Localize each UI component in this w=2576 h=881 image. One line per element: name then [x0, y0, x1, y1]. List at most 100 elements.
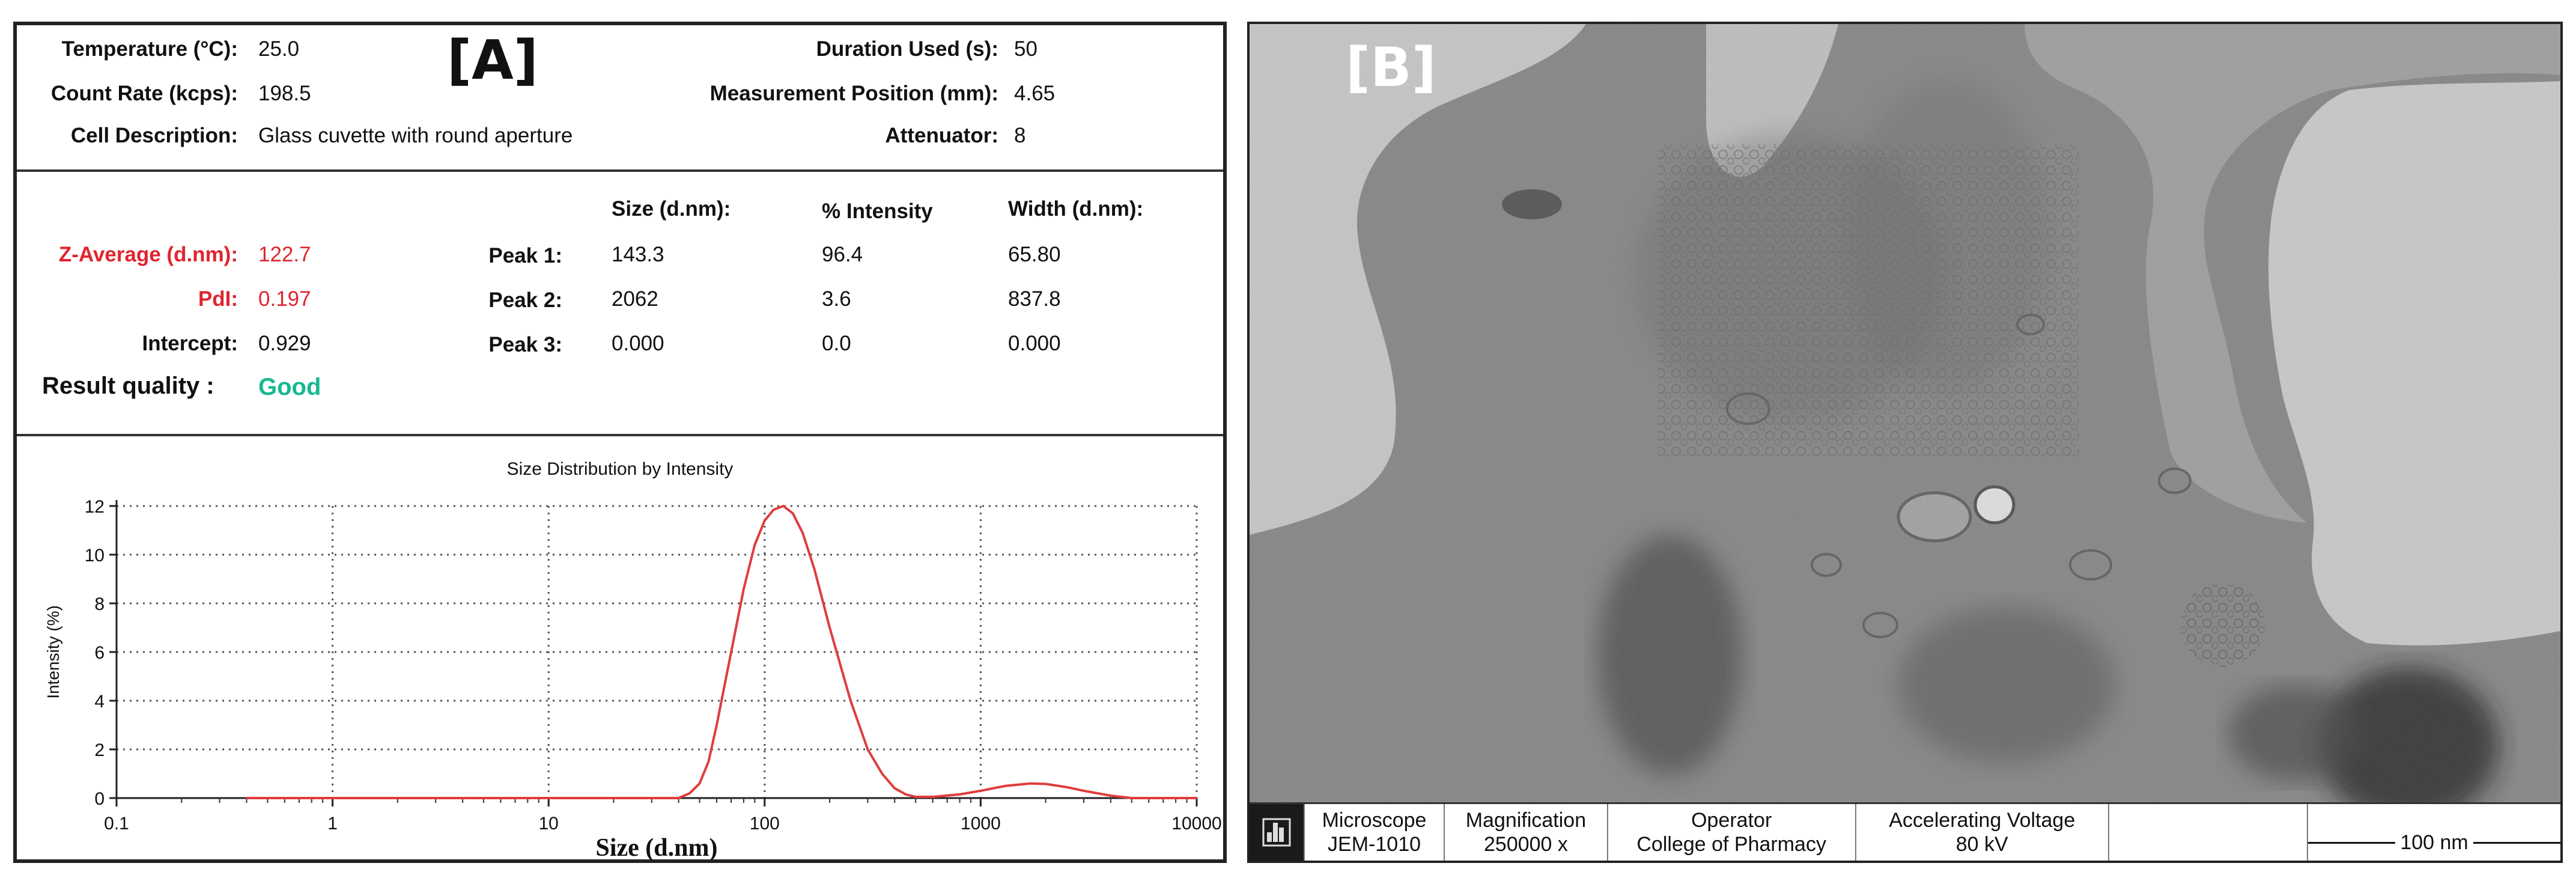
result-quality-label: Result quality :: [42, 373, 214, 399]
voltage-label: Accelerating Voltage: [1889, 809, 2076, 832]
data-point: [932, 796, 934, 798]
data-point: [246, 797, 248, 799]
data-point: [715, 724, 718, 726]
x-tick-label: 100: [750, 814, 780, 834]
data-point: [782, 505, 785, 507]
magnification-value: 250000 x: [1484, 833, 1568, 856]
data-point: [1131, 797, 1133, 799]
peak-3-size: 0.000: [612, 332, 664, 355]
intercept-value: 0.929: [258, 332, 311, 355]
measurement-info: Temperature (°C): 25.0 Count Rate (kcps)…: [17, 25, 1223, 172]
scale-bar: 100 nm: [2308, 804, 2560, 861]
peak-3-intensity: 0.0: [822, 332, 851, 355]
data-point: [905, 793, 907, 796]
data-point: [914, 796, 917, 798]
measurement-position-value: 4.65: [1014, 82, 1056, 105]
magnification-cell: Magnification 250000 x: [1445, 804, 1608, 861]
data-point: [1004, 785, 1006, 787]
col-intensity-header: % Intensity: [822, 200, 933, 223]
panel-b-tag: [B]: [1346, 36, 1436, 99]
data-point: [828, 627, 831, 629]
x-tick-label: 1: [327, 814, 338, 834]
data-point: [1029, 782, 1031, 785]
data-point: [699, 782, 701, 785]
y-tick-label: 4: [94, 692, 105, 712]
scale-bar-label: 100 nm: [2400, 831, 2468, 854]
data-point: [792, 512, 794, 514]
panel-a: Temperature (°C): 25.0 Count Rate (kcps)…: [13, 22, 1227, 863]
data-point: [1083, 790, 1085, 792]
data-point: [764, 519, 766, 522]
attenuator-value: 8: [1014, 124, 1026, 147]
voltage-value: 80 kV: [1955, 833, 2008, 856]
data-point: [332, 797, 334, 799]
data-point: [547, 797, 550, 799]
pdi-label: PdI:: [198, 287, 238, 311]
y-tick-label: 2: [94, 740, 105, 760]
microscope-value: JEM-1010: [1328, 833, 1421, 856]
data-point: [881, 773, 883, 775]
z-average-value: 122.7: [258, 243, 311, 266]
peak-3-label: Peak 3:: [488, 333, 562, 356]
data-point: [1045, 783, 1047, 785]
x-tick-label: 10: [539, 814, 559, 834]
scale-bar-line-left: [2308, 841, 2396, 844]
peak-1-size: 143.3: [612, 243, 664, 266]
results-section: Size (d.nm): % Intensity Width (d.nm): Z…: [17, 169, 1223, 436]
data-point: [730, 651, 732, 653]
y-axis-title: Intensity (%): [44, 605, 62, 699]
duration-label: Duration Used (s):: [816, 37, 998, 61]
result-quality-value: Good: [258, 374, 321, 400]
data-point: [707, 760, 709, 763]
data-point: [1110, 794, 1112, 797]
count-rate-value: 198.5: [258, 82, 311, 105]
col-size-header: Size (d.nm):: [612, 197, 731, 221]
data-point: [801, 532, 804, 534]
data-point: [773, 508, 775, 511]
operator-label: Operator: [1691, 809, 1772, 832]
panel-a-tag: [A]: [447, 29, 538, 92]
measurement-position-label: Measurement Position (mm):: [709, 82, 998, 105]
peak-2-label: Peak 2:: [488, 288, 562, 312]
data-point: [979, 790, 982, 792]
x-tick-label: 1000: [961, 814, 1001, 834]
data-point: [688, 792, 691, 794]
blank-cell: [2109, 804, 2309, 861]
data-point: [849, 700, 852, 702]
size-distribution-chart: Size Distribution by Intensity 0.1 1 10 100…: [17, 434, 1223, 859]
microscope-label: Microscope: [1322, 809, 1427, 832]
col-width-header: Width (d.nm):: [1008, 197, 1144, 221]
z-average-label: Z-Average (d.nm):: [58, 243, 238, 266]
intercept-label: Intercept:: [142, 332, 238, 355]
operator-value: College of Pharmacy: [1636, 833, 1826, 856]
x-tick-label: 10000: [1171, 814, 1221, 834]
cell-description-label: Cell Description:: [70, 124, 238, 147]
peak-2-intensity: 3.6: [822, 287, 851, 311]
cell-description-value: Glass cuvette with round aperture: [258, 124, 573, 147]
peak-2-size: 2062: [612, 287, 658, 311]
temperature-value: 25.0: [258, 37, 300, 61]
data-point: [1065, 786, 1068, 788]
jeol-logo-icon: [1250, 804, 1305, 861]
microscope-info-bar: Microscope JEM-1010 Magnification 250000…: [1250, 802, 2560, 861]
data-point: [813, 568, 816, 570]
data-point: [753, 544, 756, 546]
peak-1-width: 65.80: [1008, 243, 1061, 266]
data-point: [893, 787, 896, 790]
y-tick-label: 8: [94, 594, 105, 614]
data-point: [866, 748, 869, 751]
y-tick-label: 0: [94, 789, 105, 809]
tem-micrograph: [1250, 24, 2560, 805]
data-point: [1195, 797, 1198, 799]
y-tick-label: 10: [85, 546, 105, 565]
peak-1-label: Peak 1:: [488, 244, 562, 267]
operator-cell: Operator College of Pharmacy: [1608, 804, 1856, 861]
y-tick-label: 12: [85, 497, 105, 517]
voltage-cell: Accelerating Voltage 80 kV: [1856, 804, 2109, 861]
x-axis-title: Size (d.nm): [596, 834, 718, 859]
panel-b: [B] Microscope JEM-1010 Magnification 25…: [1247, 22, 2563, 863]
temperature-label: Temperature (°C):: [61, 37, 238, 61]
microscope-cell: Microscope JEM-1010: [1305, 804, 1445, 861]
peak-3-width: 0.000: [1008, 332, 1061, 355]
data-point: [959, 793, 961, 796]
